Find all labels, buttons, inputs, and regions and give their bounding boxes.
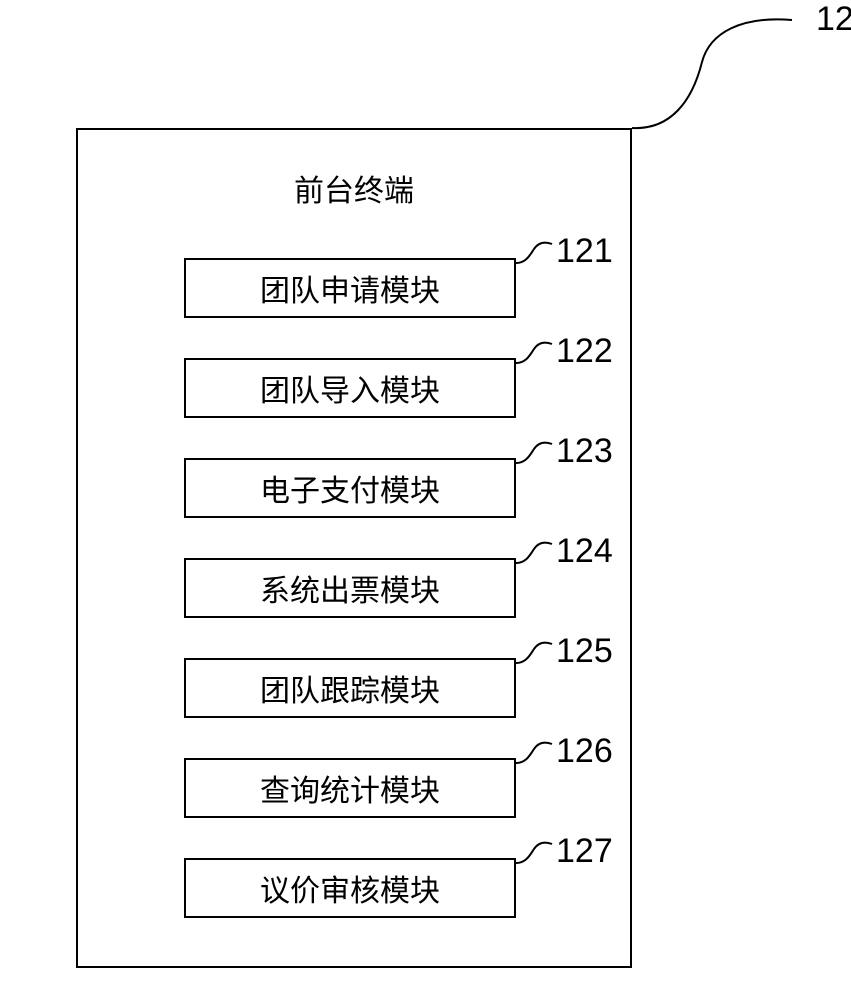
container-box: 前台终端 <box>76 128 632 968</box>
module-ref: 126 <box>556 732 613 771</box>
module-ref: 122 <box>556 332 613 371</box>
module-team-track: 团队跟踪模块 <box>184 658 516 718</box>
module-query-stats: 查询统计模块 <box>184 758 516 818</box>
module-label: 团队跟踪模块 <box>260 666 440 710</box>
module-label: 团队导入模块 <box>260 366 440 410</box>
container-title: 前台终端 <box>78 166 630 210</box>
module-label: 系统出票模块 <box>260 566 440 610</box>
module-epay: 电子支付模块 <box>184 458 516 518</box>
module-ref: 123 <box>556 432 613 471</box>
module-label: 查询统计模块 <box>260 766 440 810</box>
module-label: 电子支付模块 <box>260 466 440 510</box>
module-ticket: 系统出票模块 <box>184 558 516 618</box>
module-ref: 125 <box>556 632 613 671</box>
module-label: 议价审核模块 <box>260 866 440 910</box>
diagram-wrapper: 前台终端 12 团队申请模块 121 团队导入模块 122 电子支付模块 123… <box>76 128 646 968</box>
module-team-import: 团队导入模块 <box>184 358 516 418</box>
module-bargain-audit: 议价审核模块 <box>184 858 516 918</box>
container-ref: 12 <box>816 0 851 39</box>
module-ref: 124 <box>556 532 613 571</box>
module-ref: 127 <box>556 832 613 871</box>
module-label: 团队申请模块 <box>260 266 440 310</box>
module-team-apply: 团队申请模块 <box>184 258 516 318</box>
module-ref: 121 <box>556 232 613 271</box>
